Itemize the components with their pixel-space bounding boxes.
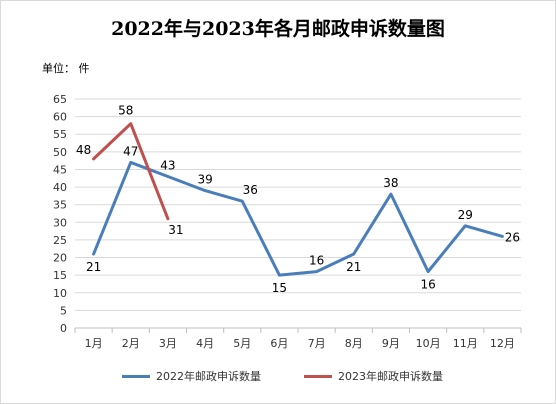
y-tick-label-20: 20 [53, 252, 67, 265]
x-tick-label-5: 5月 [233, 337, 251, 350]
x-tick-label-7: 7月 [308, 337, 326, 350]
y-tick-label-45: 45 [53, 163, 67, 176]
x-tick-label-1: 1月 [85, 337, 103, 350]
legend-label-2022: 2022年邮政申诉数量 [156, 370, 261, 383]
y-tick-label-35: 35 [53, 199, 67, 212]
legend-swatch-2022 [122, 374, 150, 378]
y-tick-label-50: 50 [53, 146, 67, 159]
y-tick-label-25: 25 [53, 234, 67, 247]
y-tick-label-10: 10 [53, 287, 67, 300]
data-label-s1-1: 21 [86, 260, 101, 274]
unit-label: 单位： 件 [42, 62, 90, 75]
x-tick-label-11: 11月 [453, 337, 478, 350]
chart-title: 2022年与2023年各月邮政申诉数量图 [111, 18, 445, 40]
data-label-s2-2: 58 [118, 104, 133, 118]
x-tick-label-3: 3月 [159, 337, 177, 350]
data-label-s1-2: 47 [123, 144, 138, 158]
legend-swatch-2023 [304, 374, 332, 378]
data-label-s2-3: 31 [168, 223, 183, 237]
data-label-s1-3: 43 [160, 159, 175, 173]
y-tick-label-5: 5 [60, 304, 67, 317]
data-label-s1-8: 21 [346, 260, 361, 274]
legend-item-2023: 2023年邮政申诉数量 [304, 368, 443, 384]
x-tick-label-8: 8月 [345, 337, 363, 350]
data-label-s1-9: 38 [383, 176, 398, 190]
data-label-s1-6: 15 [272, 281, 287, 295]
y-tick-label-40: 40 [53, 181, 67, 194]
x-tick-label-12: 12月 [490, 337, 515, 350]
y-tick-label-0: 0 [60, 322, 67, 335]
y-tick-label-55: 55 [53, 128, 67, 141]
data-label-s1-4: 39 [197, 173, 212, 187]
y-tick-label-15: 15 [53, 269, 67, 282]
x-tick-label-4: 4月 [196, 337, 214, 350]
x-tick-label-6: 6月 [270, 337, 288, 350]
legend-label-2023: 2023年邮政申诉数量 [338, 370, 443, 383]
series-line-1 [92, 160, 504, 277]
x-tick-label-10: 10月 [416, 337, 441, 350]
x-tick-label-2: 2月 [122, 337, 140, 350]
data-label-s1-7: 16 [309, 254, 324, 268]
data-label-s1-11: 29 [458, 208, 473, 222]
data-label-s1-12: 26 [505, 230, 520, 244]
data-label-s1-10: 16 [420, 278, 435, 292]
y-tick-label-65: 65 [53, 93, 67, 106]
series-line-2 [92, 122, 170, 221]
data-label-s2-1: 48 [76, 143, 91, 157]
x-tick-label-9: 9月 [382, 337, 400, 350]
legend-item-2022: 2022年邮政申诉数量 [122, 368, 261, 384]
data-label-s1-5: 36 [243, 183, 258, 197]
y-tick-label-60: 60 [53, 111, 67, 124]
y-tick-label-30: 30 [53, 216, 67, 229]
